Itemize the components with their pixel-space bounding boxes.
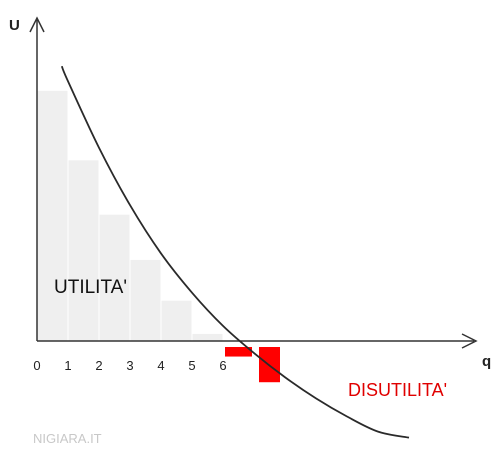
x-tick-label-6: 6	[219, 358, 226, 373]
utility-annotation: UTILITA'	[54, 277, 127, 298]
utility-bar-4	[129, 258, 162, 342]
utility-bar-2	[67, 159, 100, 342]
disutility-annotation: DISUTILITA'	[348, 380, 447, 400]
utility-bar-5	[160, 299, 193, 342]
y-axis-label: U	[9, 17, 20, 34]
utility-bar-6	[191, 332, 224, 342]
utility-bar-1	[36, 89, 69, 342]
x-tick-label-4: 4	[157, 358, 164, 373]
x-tick-label-2: 2	[95, 358, 102, 373]
x-tick-labels: 0 1 2 3 4 5 6	[33, 358, 226, 373]
x-tick-label-1: 1	[64, 358, 71, 373]
disutility-bar-1	[225, 347, 252, 357]
utility-bars	[36, 89, 224, 342]
x-tick-label-5: 5	[188, 358, 195, 373]
x-axis-arrow	[461, 333, 478, 349]
x-axis-label: q	[482, 353, 491, 370]
site-credit: NIGIARA.IT	[33, 431, 102, 446]
utility-bar-3	[98, 213, 131, 342]
y-axis-arrow	[29, 16, 45, 33]
utility-curve	[60, 65, 410, 439]
x-tick-label-3: 3	[126, 358, 133, 373]
x-tick-label-0: 0	[33, 358, 40, 373]
